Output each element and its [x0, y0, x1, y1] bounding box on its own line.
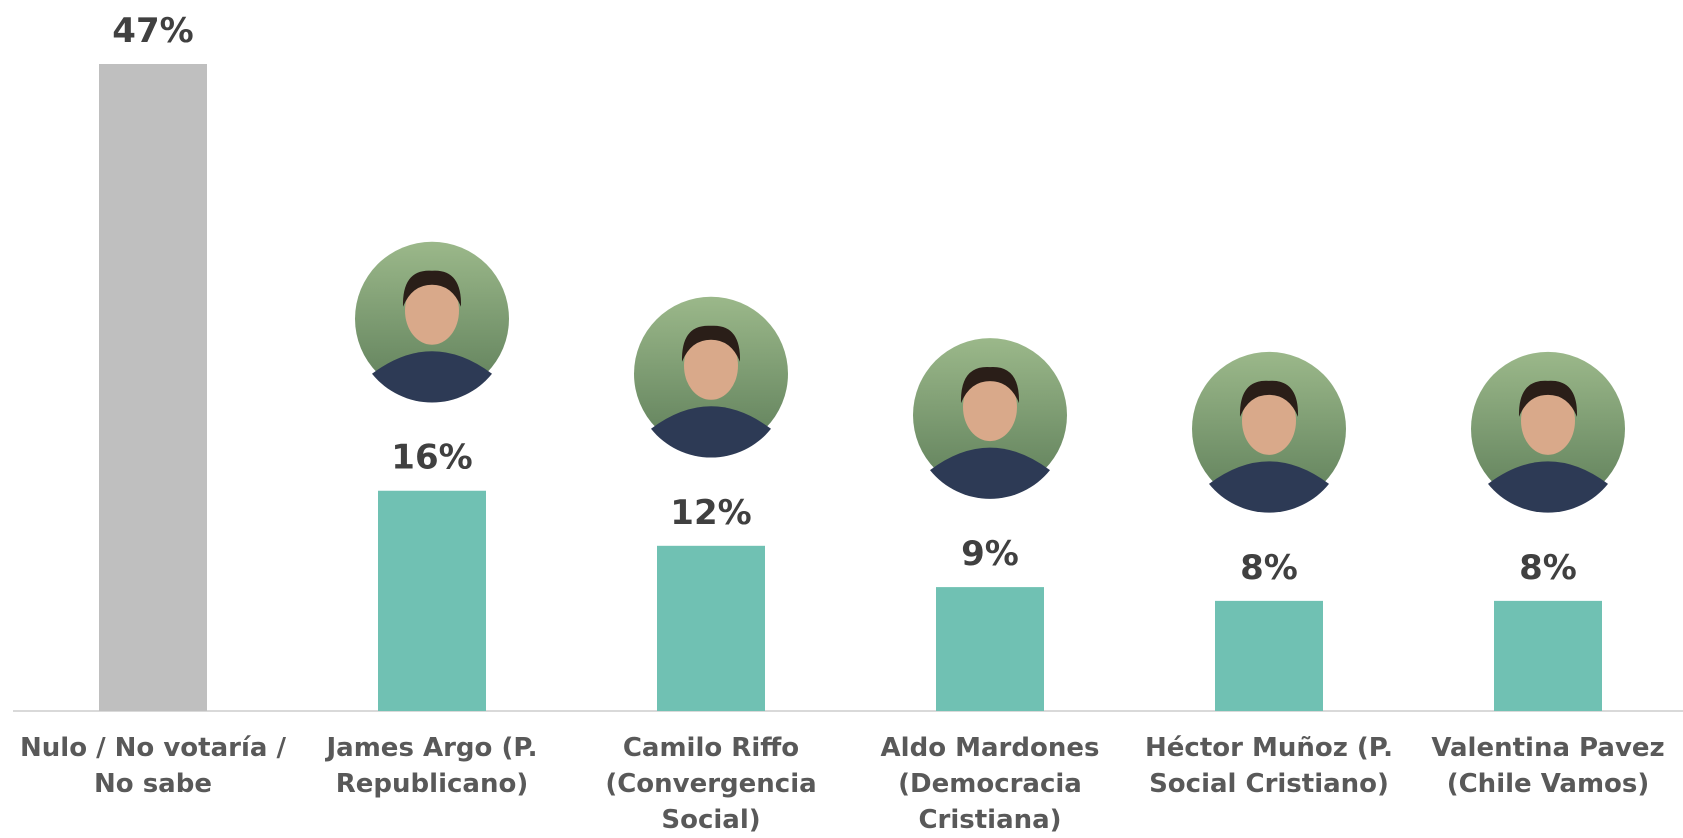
- bar: [1494, 600, 1602, 711]
- x-tick-label: Camilo Riffo (Convergencia Social): [605, 733, 817, 835]
- photo-body: [1209, 461, 1329, 513]
- photo-hair: [1518, 380, 1578, 417]
- candidate-photo: [355, 241, 509, 403]
- x-tick-label: Héctor Muñoz (P. Social Cristiano): [1145, 733, 1393, 799]
- value-label: 9%: [961, 534, 1019, 574]
- x-tick-label: Nulo / No votaría / No sabe: [20, 733, 286, 799]
- photo-face: [405, 276, 459, 345]
- value-label: 16%: [391, 438, 472, 478]
- x-tick-label: James Argo (P. Republicano): [326, 733, 538, 799]
- bar: [99, 64, 207, 711]
- photo-face: [1521, 386, 1575, 455]
- x-tick-label: Aldo Mardones (Democracia Cristiana): [880, 733, 1100, 835]
- photo-face: [1242, 386, 1296, 455]
- photo-face: [684, 331, 738, 400]
- photo-hair: [402, 270, 462, 307]
- x-tick-label: Valentina Pavez (Chile Vamos): [1431, 733, 1665, 799]
- bar: [936, 587, 1044, 711]
- value-label: 8%: [1519, 548, 1577, 588]
- photo-body: [372, 351, 492, 403]
- photo-body: [651, 406, 771, 458]
- photo-hair: [1239, 380, 1299, 417]
- photo-face: [963, 373, 1017, 442]
- bar: [657, 545, 765, 711]
- value-label: 8%: [1240, 548, 1298, 588]
- value-label: 12%: [670, 493, 751, 533]
- photo-body: [930, 447, 1050, 499]
- candidate-photo: [1192, 351, 1346, 513]
- candidate-photo: [634, 296, 788, 458]
- bar: [1215, 600, 1323, 711]
- photo-body: [1488, 461, 1608, 513]
- bar: [378, 490, 486, 711]
- value-label: 47%: [112, 11, 193, 51]
- candidate-photo: [913, 338, 1067, 499]
- photo-hair: [681, 325, 741, 362]
- candidate-photo: [1471, 351, 1625, 513]
- photo-hair: [960, 367, 1020, 404]
